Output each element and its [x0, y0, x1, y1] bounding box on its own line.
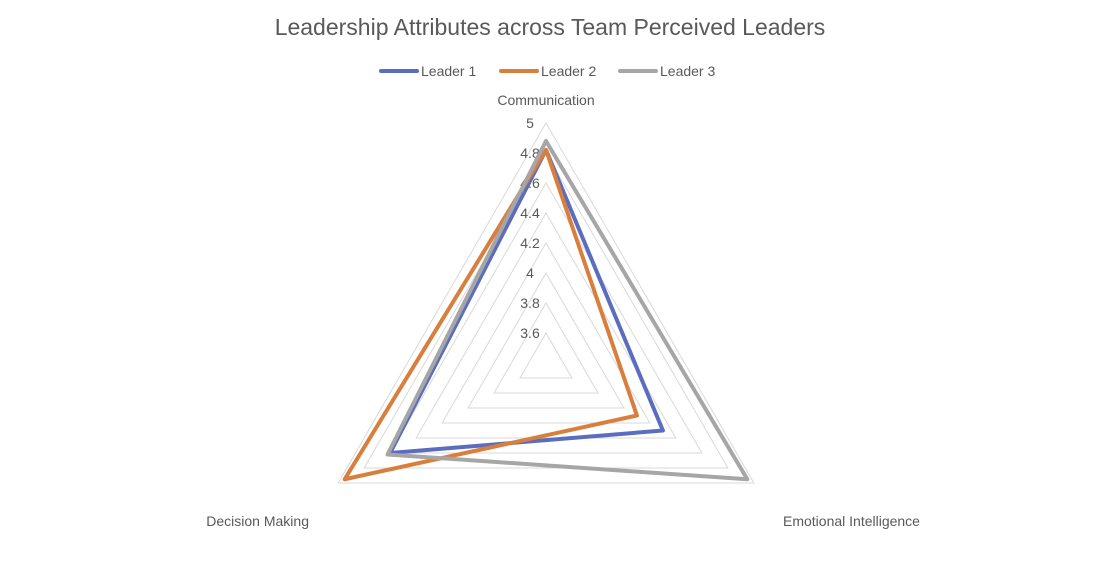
axis-label-decision-making: Decision Making: [206, 513, 309, 529]
legend-label-leader-1: Leader 1: [421, 63, 476, 79]
tick-label-3-8: 3.8: [520, 295, 540, 311]
legend: Leader 1 Leader 2 Leader 3: [379, 63, 715, 79]
tick-label-3-6: 3.6: [520, 325, 540, 341]
legend-label-leader-2: Leader 2: [541, 63, 596, 79]
series-line-leader-3: [385, 139, 750, 482]
legend-label-leader-3: Leader 3: [660, 63, 715, 79]
series-line-leader-2: [342, 148, 639, 482]
tick-label-4: 4: [526, 265, 534, 281]
grid-ring-3-6: [519, 332, 573, 379]
grid-ring-4-6: [389, 182, 703, 454]
grid-ring-4: [467, 271, 625, 409]
radar-grid: [337, 121, 755, 484]
tick-label-5: 5: [526, 115, 534, 131]
axis-label-emotional-intelligence: Emotional Intelligence: [783, 513, 920, 529]
grid-ring-3-8: [493, 302, 599, 394]
legend-entry-leader-3: Leader 3: [618, 63, 715, 79]
series-line-leader-1: [388, 148, 665, 455]
legend-entry-leader-2: Leader 2: [499, 63, 596, 79]
grid-ring-4-2: [441, 241, 651, 424]
grid-ring-5: [337, 121, 755, 484]
axis-label-communication: Communication: [497, 92, 594, 108]
tick-label-4-2: 4.2: [520, 235, 540, 251]
legend-entry-leader-1: Leader 1: [379, 63, 476, 79]
grid-ring-4-8: [363, 152, 729, 469]
tick-label-4-4: 4.4: [520, 205, 540, 221]
series-lines: [342, 139, 750, 482]
chart-title: Leadership Attributes across Team Percei…: [275, 14, 826, 40]
tick-label-4-8: 4.8: [520, 145, 540, 161]
grid-ring-4-4: [415, 211, 677, 439]
